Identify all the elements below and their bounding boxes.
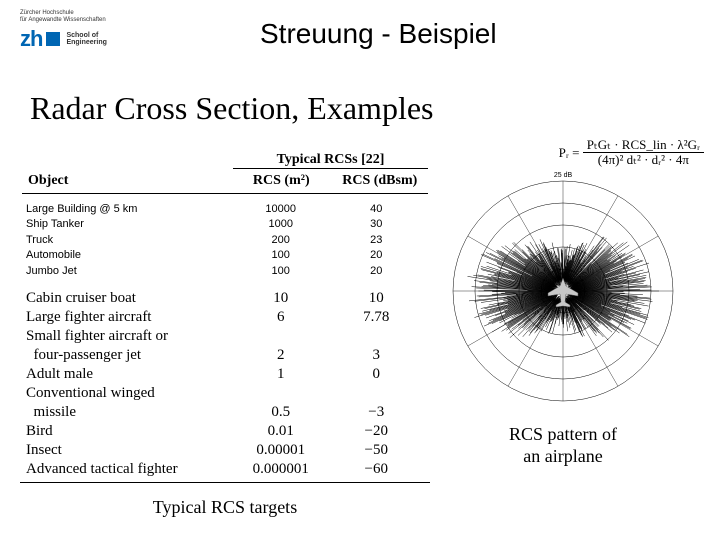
table-cell: 23: [328, 233, 424, 248]
polar-tick-label: 25 dB: [554, 172, 573, 179]
logo-tagline: Zürcher Hochschule für Angewandte Wissen…: [20, 10, 140, 23]
table-row: Automobile: [26, 248, 233, 263]
table-cell: 20: [328, 264, 424, 279]
table-row: Large fighter aircraft67.78: [20, 308, 430, 327]
table-row: Advanced tactical fighter0.000001−60: [20, 460, 430, 483]
logo-mark: zh: [20, 26, 42, 52]
logo-badge-icon: [46, 32, 60, 46]
table-cell: 30: [328, 217, 424, 232]
rcs-overlay-rows: Large Building @ 5 kmShip TankerTruckAut…: [20, 196, 430, 289]
logo-tagline-2: für Angewandte Wissenschaften: [20, 17, 106, 23]
table-divider: [22, 193, 428, 194]
table-row: Conventional winged: [20, 384, 430, 403]
page-title: Streuung - Beispiel: [260, 18, 497, 50]
rcs-table: Typical RCSs [22] Object RCS (m²) RCS (d…: [20, 150, 430, 196]
table-cell: 1000: [233, 217, 329, 232]
left-caption: Typical RCS targets: [20, 497, 430, 518]
table-column: Typical RCSs [22] Object RCS (m²) RCS (d…: [20, 140, 430, 530]
table-row: Small fighter aircraft or: [20, 327, 430, 346]
table-cell: 40: [328, 202, 424, 217]
th-object: Object: [22, 171, 231, 191]
logo-school: School of Engineering: [66, 32, 106, 47]
table-cell: 200: [233, 233, 329, 248]
table-row: Insect0.00001−50: [20, 441, 430, 460]
table-superhead: Typical RCSs [22]: [233, 152, 428, 169]
formula-numerator: PₜGₜ · RCS_lin · λ²Gᵣ: [583, 138, 704, 153]
table-row: Bird0.01−20: [20, 422, 430, 441]
table-row: Truck: [26, 233, 233, 248]
th-rcs-db: RCS (dBsm): [332, 171, 428, 191]
figure-title: Radar Cross Section, Examples: [30, 90, 433, 127]
table-cell: 10000: [233, 202, 329, 217]
rcs-serif-rows: Cabin cruiser boat1010Large fighter airc…: [20, 289, 430, 483]
table-row: four-passenger jet23: [20, 346, 430, 365]
table-row: Cabin cruiser boat1010: [20, 289, 430, 308]
table-row: Jumbo Jet: [26, 264, 233, 279]
table-row: missile0.5−3: [20, 403, 430, 422]
th-rcs-m2: RCS (m²): [233, 171, 329, 191]
table-cell: 100: [233, 264, 329, 279]
content-columns: Typical RCSs [22] Object RCS (m²) RCS (d…: [20, 140, 710, 530]
table-row: Adult male10: [20, 365, 430, 384]
table-row: Ship Tanker: [26, 217, 233, 232]
table-cell: 20: [328, 248, 424, 263]
polar-plot: 25 dB: [438, 166, 688, 416]
logo: Zürcher Hochschule für Angewandte Wissen…: [20, 10, 140, 52]
table-row: Large Building @ 5 km: [26, 202, 233, 217]
logo-tagline-1: Zürcher Hochschule: [20, 10, 74, 16]
polar-caption: RCS pattern of an airplane: [438, 424, 688, 467]
polar-column: Pᵣ = PₜGₜ · RCS_lin · λ²Gᵣ (4π)² dₜ² · d…: [430, 140, 710, 530]
power-formula: Pᵣ = PₜGₜ · RCS_lin · λ²Gᵣ (4π)² dₜ² · d…: [559, 138, 704, 168]
table-cell: 100: [233, 248, 329, 263]
